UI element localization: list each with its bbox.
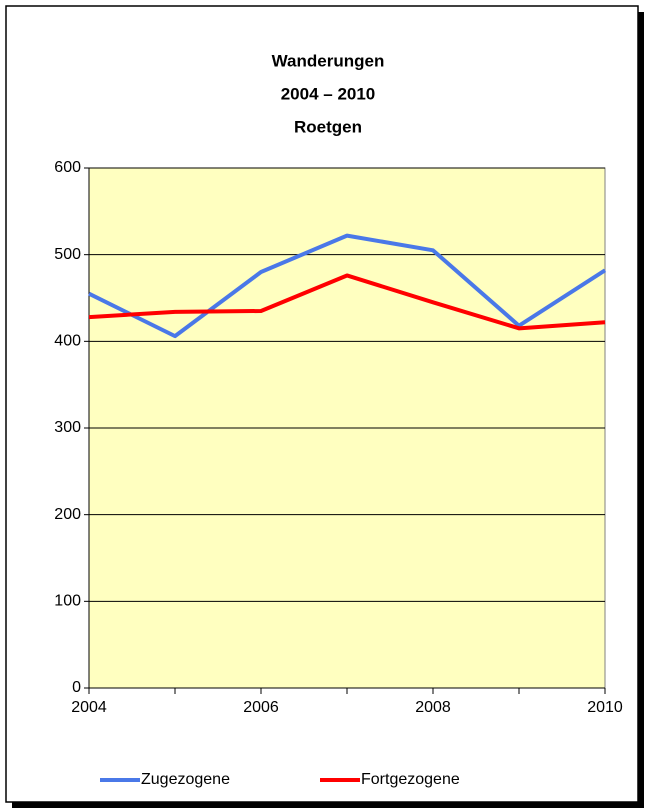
x-tick-label: 2010 — [587, 699, 623, 716]
y-tick-label: 400 — [54, 333, 81, 350]
x-tick-label: 2004 — [71, 699, 107, 716]
series-line — [88, 233, 607, 339]
legend-label: Zugezogene — [141, 771, 230, 788]
chart-title: 2004 – 2010 — [281, 84, 376, 103]
y-tick-label: 500 — [54, 246, 81, 263]
legend-label: Fortgezogene — [361, 771, 460, 788]
x-tick-label: 2008 — [415, 699, 451, 716]
y-tick-label: 100 — [54, 593, 81, 610]
chart-title: Roetgen — [294, 117, 362, 136]
y-tick-label: 0 — [72, 679, 81, 696]
y-tick-label: 600 — [54, 159, 81, 176]
y-tick-label: 300 — [54, 419, 81, 436]
chart-title: Wanderungen — [272, 51, 385, 70]
x-tick-label: 2006 — [243, 699, 279, 716]
series-line — [88, 273, 606, 331]
y-tick-label: 200 — [54, 506, 81, 523]
